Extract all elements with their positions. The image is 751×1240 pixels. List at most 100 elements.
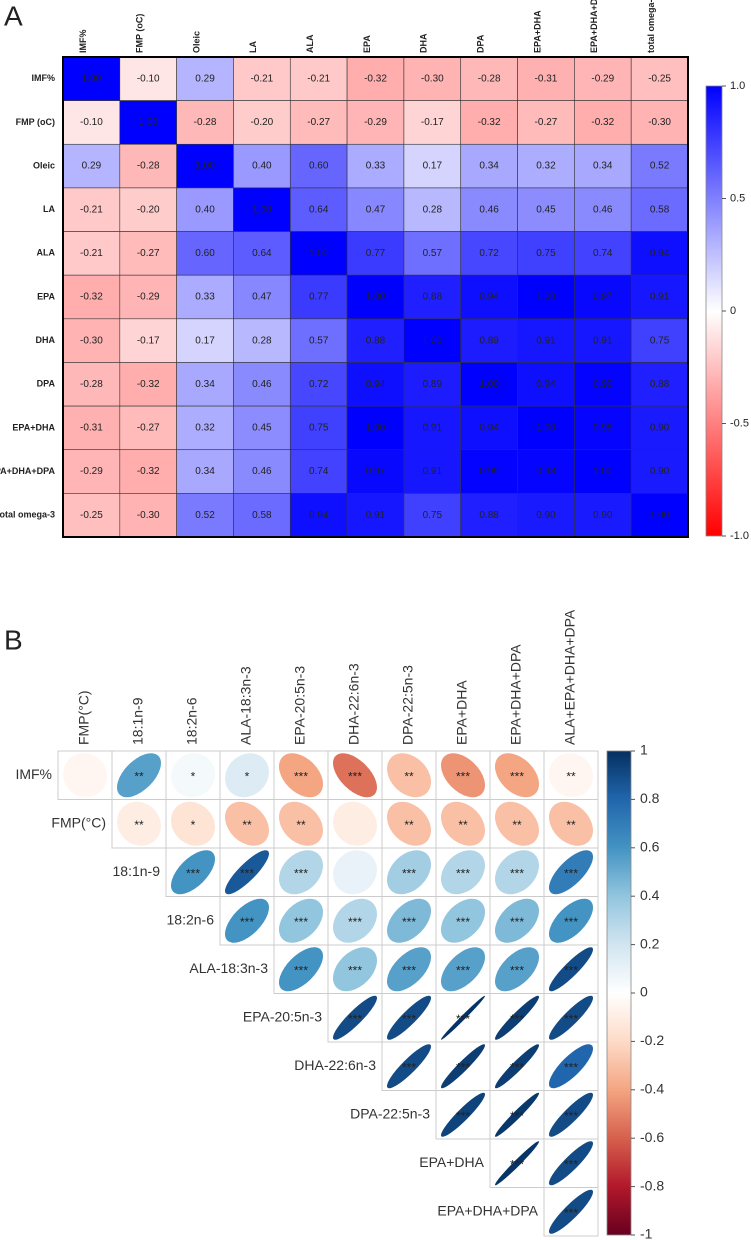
heatmap-cell xyxy=(517,493,575,538)
heatmap-cell xyxy=(574,187,632,232)
row-label: EPA+DHA xyxy=(12,422,55,432)
correlation-ellipse xyxy=(171,801,216,846)
cell-value-label: -0.29 xyxy=(364,117,387,128)
cell-value-label: 0.64 xyxy=(309,204,329,215)
cell-value-label: 0.91 xyxy=(593,335,613,346)
heatmap-cell xyxy=(346,231,405,276)
cell-value-label: 0.64 xyxy=(252,248,272,259)
cell-value-label: -0.30 xyxy=(421,73,444,84)
significance-label: *** xyxy=(510,963,524,977)
correlation-ellipse xyxy=(279,753,323,798)
column-label: EPA+DHA xyxy=(532,10,542,53)
heatmap-cell xyxy=(62,362,121,407)
significance-label: *** xyxy=(564,1109,578,1123)
colorbar-tick-label: 0.6 xyxy=(640,839,660,855)
significance-label: *** xyxy=(186,866,200,880)
heatmap-cell xyxy=(289,231,348,276)
cell-value-label: 0.40 xyxy=(252,161,272,172)
cell-value-label: -0.30 xyxy=(648,117,671,128)
significance-label: *** xyxy=(510,866,524,880)
significance-label: ** xyxy=(242,818,252,832)
heatmap-cell xyxy=(517,274,575,320)
significance-label: *** xyxy=(564,866,578,880)
cell-value-label: 1.00 xyxy=(82,73,102,84)
significance-label: *** xyxy=(456,866,470,880)
row-label: EPA+DHA+DPA xyxy=(437,1202,538,1218)
cell-value-label: 0.45 xyxy=(536,204,556,215)
heatmap-cell xyxy=(119,274,177,320)
column-label: IMF% xyxy=(78,30,88,54)
cell-value-label: 0.89 xyxy=(479,335,499,346)
correlation-ellipse xyxy=(386,753,431,798)
cell-value-label: -0.29 xyxy=(80,466,103,477)
heatmap-cell xyxy=(346,405,405,451)
cell-value-label: -0.28 xyxy=(80,379,103,390)
correlation-ellipse xyxy=(117,801,162,846)
cell-value-label: 0.88 xyxy=(423,292,443,303)
row-label: IMF% xyxy=(15,766,52,782)
heatmap-cell xyxy=(346,187,405,232)
heatmap-cell xyxy=(233,56,291,101)
heatmap-cell xyxy=(289,143,348,189)
heatmap-cell xyxy=(403,405,462,451)
correlation-ellipse xyxy=(224,801,269,846)
cell-value-label: -0.17 xyxy=(137,335,160,346)
cell-value-label: 0.99 xyxy=(593,379,613,390)
cell-value-label: 0.17 xyxy=(423,161,443,172)
heatmap-cell xyxy=(289,493,348,538)
column-label: total omega-3 xyxy=(646,0,656,53)
significance-label: *** xyxy=(510,1157,524,1171)
cell-value-label: -0.30 xyxy=(80,335,103,346)
panel-label: B xyxy=(4,624,23,655)
cell-value-label: 0.72 xyxy=(309,379,329,390)
significance-label: * xyxy=(191,769,196,783)
cell-value-label: -0.21 xyxy=(80,248,103,259)
correlation-ellipse xyxy=(387,947,432,992)
cell-value-label: 0.74 xyxy=(593,248,613,259)
heatmap-cell xyxy=(403,231,462,276)
heatmap-cell xyxy=(62,56,121,101)
cell-value-label: 0.17 xyxy=(195,335,215,346)
cell-value-label: 1.00 xyxy=(536,292,556,303)
heatmap-cell xyxy=(233,187,291,232)
cell-value-label: 0.72 xyxy=(479,248,499,259)
correlation-ellipse xyxy=(332,995,377,1040)
row-label: DPA xyxy=(37,379,56,389)
heatmap-cell xyxy=(176,405,234,451)
heatmap-cell xyxy=(574,493,632,538)
significance-label: ** xyxy=(404,769,414,783)
row-label: EPA+DHA+DPA xyxy=(0,466,55,476)
heatmap-cell xyxy=(176,231,234,276)
correlation-ellipse xyxy=(548,1092,593,1137)
cell-value-label: 1.00 xyxy=(423,335,443,346)
heatmap-cell xyxy=(176,318,234,363)
heatmap-cell xyxy=(403,187,462,232)
colorbar-tick-label: -0.4 xyxy=(640,1081,664,1097)
correlation-ellipse xyxy=(494,995,539,1040)
colorbar-tick-label: 0.4 xyxy=(640,887,660,903)
cell-value-label: 0.91 xyxy=(423,423,443,434)
heatmap-cell xyxy=(460,100,518,145)
heatmap-cell xyxy=(119,231,177,276)
correlation-ellipse xyxy=(171,850,216,895)
heatmap-cell xyxy=(517,143,575,189)
heatmap-cell xyxy=(574,362,632,407)
cell-value-label: 0.89 xyxy=(423,379,443,390)
cell-value-label: 0.90 xyxy=(536,510,556,521)
heatmap-cell xyxy=(233,274,291,320)
heatmap-cell xyxy=(460,405,518,451)
panel-label: A xyxy=(4,0,23,31)
significance-label: *** xyxy=(510,915,524,929)
cell-value-label: 0.58 xyxy=(252,510,272,521)
cell-value-label: 0.33 xyxy=(195,292,215,303)
correlation-ellipse xyxy=(440,801,485,846)
correlation-ellipse xyxy=(278,801,323,846)
heatmap-cell xyxy=(62,449,121,494)
cell-value-label: -0.21 xyxy=(250,73,273,84)
heatmap-cell xyxy=(62,274,121,320)
column-label: EPA-20:5n-3 xyxy=(292,666,308,745)
cell-value-label: 0.28 xyxy=(423,204,443,215)
correlation-ellipse xyxy=(548,995,593,1040)
cell-value-label: -0.20 xyxy=(137,204,160,215)
cell-value-label: 0.77 xyxy=(309,292,329,303)
